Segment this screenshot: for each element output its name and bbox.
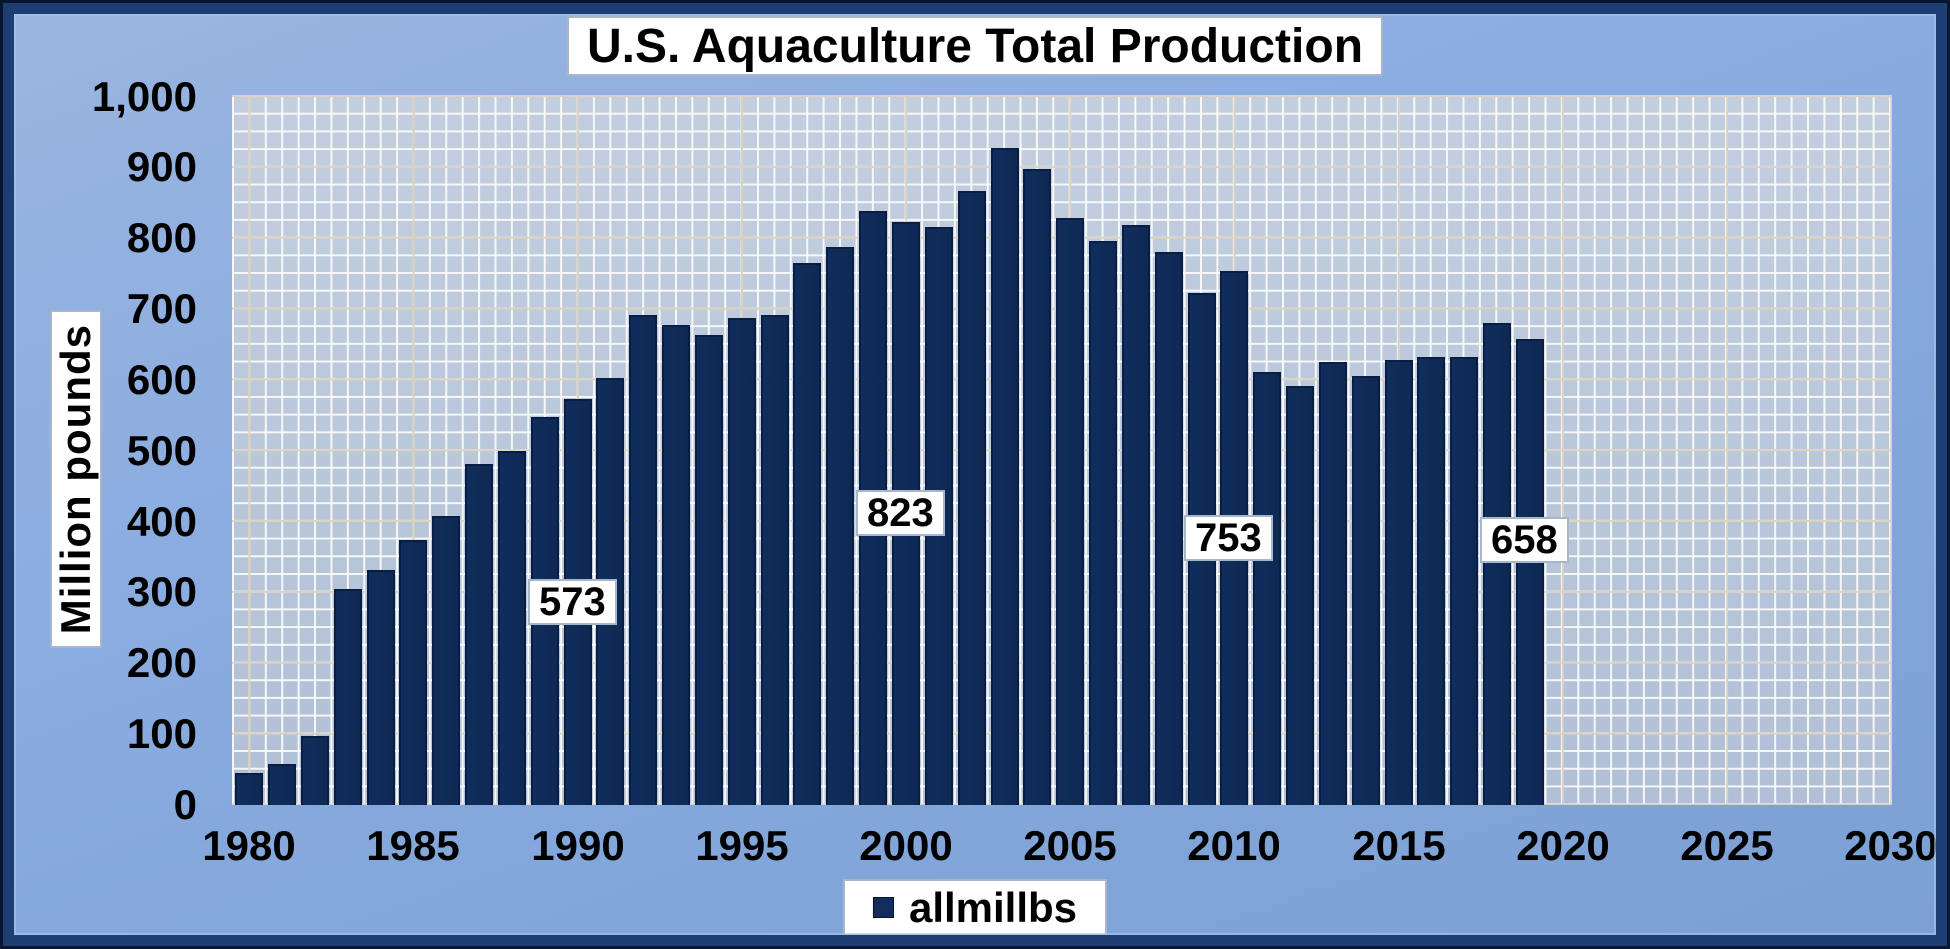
data-label-2010: 753 [1184,515,1273,561]
bar-1997 [793,263,822,805]
bar-2016 [1417,357,1446,805]
data-label-2019: 658 [1480,517,1569,563]
y-tick-label-100: 100 [126,710,197,757]
chart-title: U.S. Aquaculture Total Production [566,16,1384,76]
bar-1998 [826,247,855,805]
bar-2015 [1384,360,1413,805]
bar-1985 [399,540,428,805]
bar-1994 [694,335,723,805]
y-tick-label-400: 400 [126,498,197,545]
x-tick-label-1980: 1980 [202,822,296,869]
bar-2004 [1023,169,1052,805]
y-tick-label-1,000: 1,000 [91,73,197,120]
bar-2005 [1056,218,1085,805]
bar-1988 [497,451,526,805]
y-tick-label-900: 900 [126,143,197,190]
bar-1995 [727,318,756,805]
bar-1983 [333,589,362,805]
bar-1992 [629,315,658,805]
y-tick-label-500: 500 [126,427,197,474]
bar-2018 [1483,323,1512,805]
legend-label: allmillbs [908,884,1078,931]
bar-2017 [1450,357,1479,805]
legend: allmillbs [842,879,1108,936]
bar-2019 [1515,339,1544,805]
x-tick-label-2020: 2020 [1516,822,1610,869]
bar-2006 [1089,241,1118,805]
bar-2012 [1286,386,1315,805]
y-tick-label-0: 0 [173,781,197,828]
x-tick-label-2005: 2005 [1023,822,1117,869]
y-axis-title: Million pounds [50,310,102,648]
bar-2011 [1253,372,1282,805]
bar-1980 [235,773,264,805]
data-label-2000: 823 [856,490,945,536]
x-tick-label-1990: 1990 [531,822,625,869]
x-tick-label-2000: 2000 [859,822,953,869]
y-tick-label-200: 200 [126,639,197,686]
bar-2013 [1318,362,1347,805]
bar-1986 [432,516,461,805]
y-tick-label-300: 300 [126,568,197,615]
bar-2008 [1154,252,1183,805]
bar-1993 [662,325,691,805]
y-tick-label-700: 700 [126,285,197,332]
x-tick-label-2030: 2030 [1844,822,1938,869]
data-label-1990: 573 [528,579,617,625]
bar-1996 [760,315,789,805]
chart-title-text: U.S. Aquaculture Total Production [586,19,1364,73]
bar-2003 [990,148,1019,805]
bar-2007 [1121,225,1150,805]
x-tick-label-2025: 2025 [1680,822,1774,869]
x-tick-label-2010: 2010 [1187,822,1281,869]
bar-1982 [300,736,329,805]
bar-2014 [1351,376,1380,805]
bar-1984 [366,570,395,805]
x-tick-label-1995: 1995 [695,822,789,869]
bar-2002 [957,191,986,805]
bar-1987 [465,464,494,805]
x-tick-label-2015: 2015 [1352,822,1446,869]
y-tick-label-800: 800 [126,214,197,261]
x-tick-label-1985: 1985 [366,822,460,869]
bar-1981 [268,764,297,805]
y-tick-label-600: 600 [126,356,197,403]
legend-swatch [872,897,894,918]
y-axis-title-text: Million pounds [52,323,99,635]
plot-area [232,95,1892,805]
